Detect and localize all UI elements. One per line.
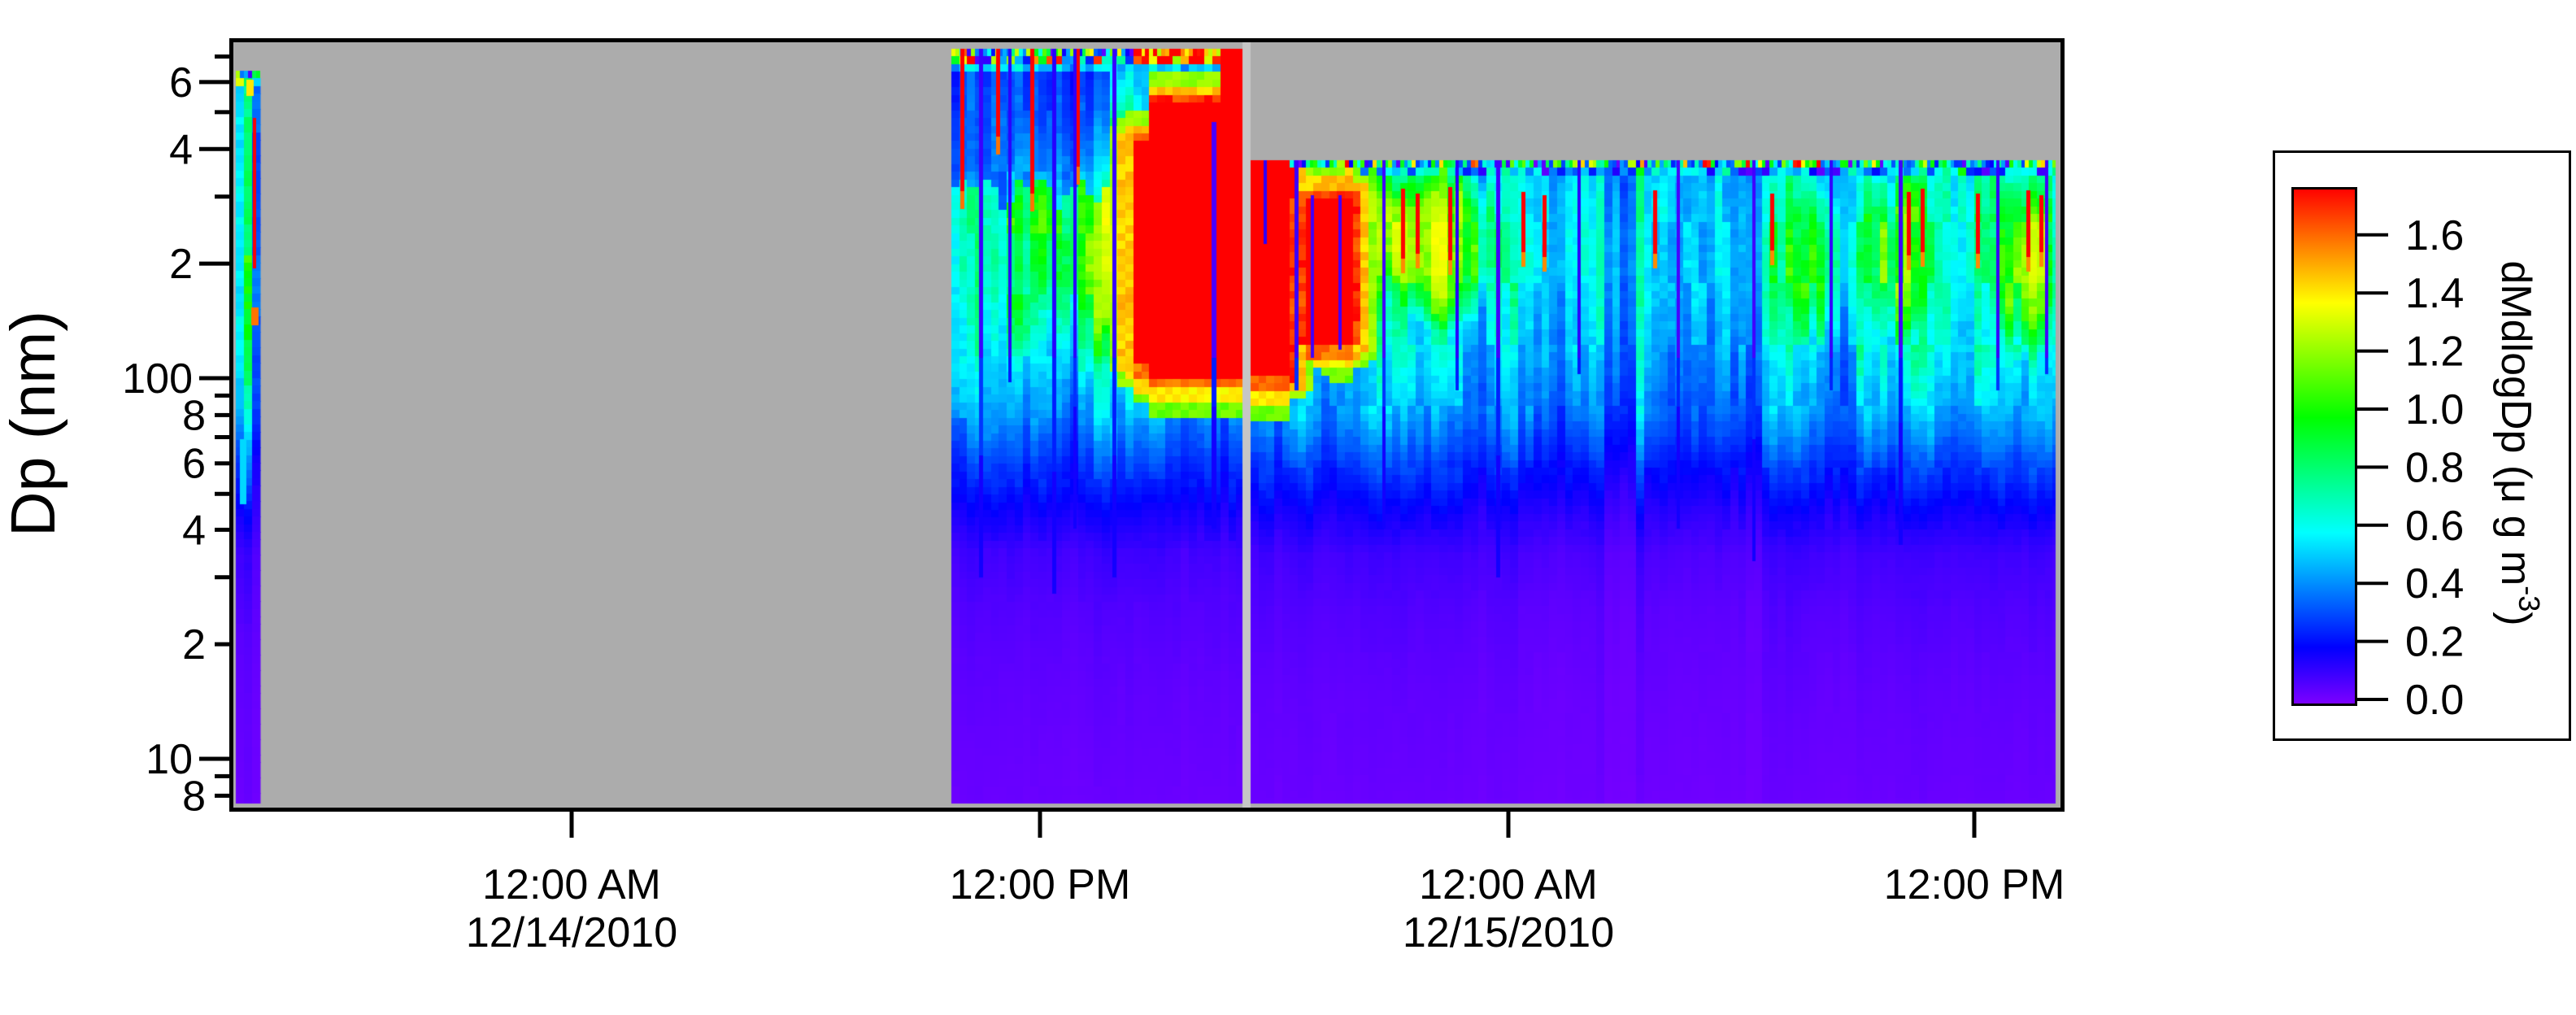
svg-text:2: 2	[169, 241, 193, 288]
svg-text:12:00 AM: 12:00 AM	[482, 861, 661, 908]
svg-text:6: 6	[182, 441, 206, 488]
svg-text:8: 8	[182, 392, 206, 439]
svg-text:12:00 AM: 12:00 AM	[1419, 861, 1598, 908]
svg-text:12:00 PM: 12:00 PM	[1884, 861, 2065, 908]
svg-text:1.0: 1.0	[2405, 386, 2464, 433]
svg-text:1.4: 1.4	[2405, 270, 2464, 317]
svg-text:0.4: 0.4	[2405, 560, 2464, 608]
svg-text:10: 10	[146, 736, 193, 783]
svg-text:8: 8	[182, 773, 206, 820]
svg-text:0.0: 0.0	[2405, 677, 2464, 724]
svg-text:4: 4	[182, 507, 206, 554]
svg-text:Dp (nm): Dp (nm)	[0, 311, 68, 537]
svg-text:4: 4	[169, 126, 193, 173]
svg-text:dMdlogDp (μ g m-3): dMdlogDp (μ g m-3)	[2492, 260, 2547, 625]
svg-text:1.2: 1.2	[2405, 329, 2464, 376]
svg-text:1.6: 1.6	[2405, 212, 2464, 259]
svg-text:0.2: 0.2	[2405, 619, 2464, 666]
svg-text:12/14/2010: 12/14/2010	[466, 909, 677, 956]
svg-text:2: 2	[182, 621, 206, 669]
svg-text:6: 6	[169, 59, 193, 107]
svg-text:100: 100	[122, 355, 193, 403]
svg-text:12:00 PM: 12:00 PM	[950, 861, 1131, 908]
svg-text:12/15/2010: 12/15/2010	[1403, 909, 1614, 956]
svg-text:0.6: 0.6	[2405, 503, 2464, 550]
svg-text:0.8: 0.8	[2405, 444, 2464, 491]
